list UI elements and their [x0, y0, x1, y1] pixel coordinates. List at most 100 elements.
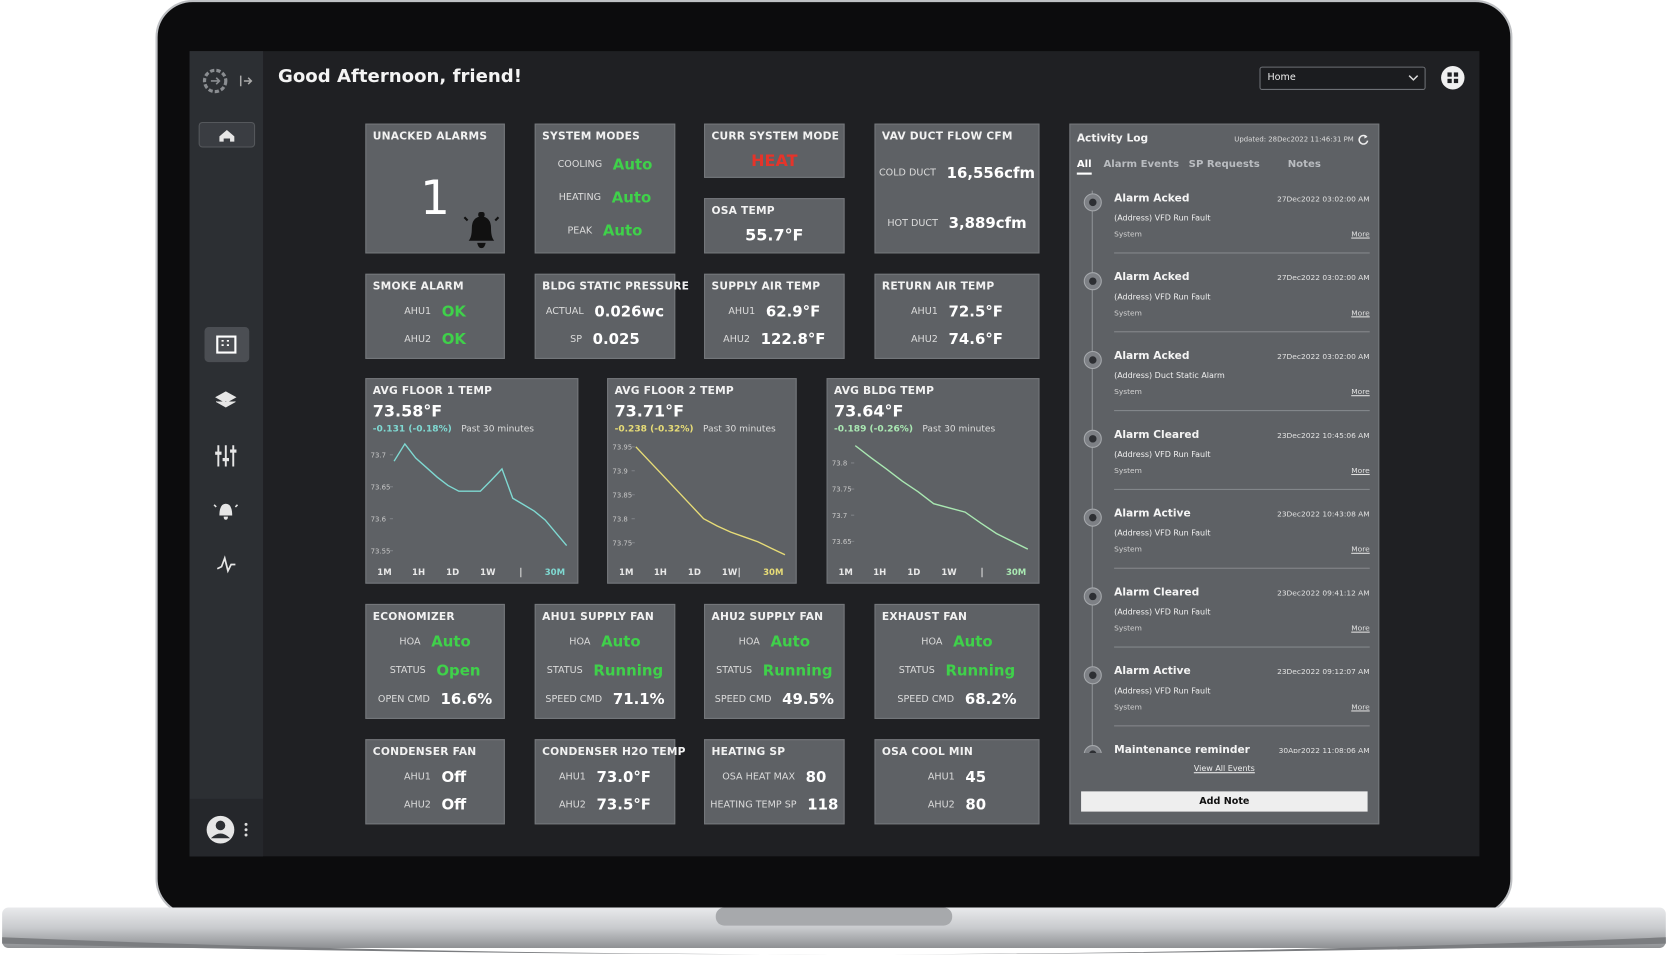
- event-icon: [1083, 745, 1102, 754]
- card-row: PEAK Auto: [568, 223, 643, 240]
- range-button[interactable]: 30M: [763, 568, 783, 578]
- chart-card: AVG FLOOR 2 TEMP 73.71°F -0.238 (-0.32%) Pa…: [607, 378, 797, 584]
- row-value: 73.5°F: [596, 796, 651, 814]
- timeline: [1091, 190, 1093, 754]
- event-dot-core: [1089, 513, 1097, 522]
- range-button[interactable]: 1H: [873, 568, 886, 578]
- card-row: AHU2 OK: [404, 331, 466, 348]
- log-tab[interactable]: SP Requests: [1188, 158, 1260, 171]
- card-rows: AHU1 OK AHU2 OK: [366, 298, 503, 353]
- event-detail: (Address) VFD Run Fault: [1114, 291, 1211, 302]
- event-separator: [1114, 725, 1370, 727]
- log-tab[interactable]: All: [1076, 159, 1092, 175]
- event-more[interactable]: More: [1351, 466, 1370, 476]
- event-more[interactable]: More: [1351, 387, 1370, 397]
- view-all-link[interactable]: View All Events: [1193, 763, 1255, 774]
- row-value: Auto: [612, 156, 653, 174]
- range-button[interactable]: 1D: [907, 568, 920, 578]
- card-row: SPEED CMD 68.2%: [897, 691, 1016, 708]
- event-dot-core: [1089, 356, 1097, 364]
- log-title: Activity Log: [1076, 133, 1149, 145]
- card-row: AHU1 45: [928, 769, 986, 786]
- range-button[interactable]: 1W: [941, 568, 957, 578]
- row-value: Off: [441, 769, 467, 787]
- row-label: HOA: [921, 637, 943, 648]
- row-value: Off: [441, 796, 467, 814]
- log-tab[interactable]: Notes: [1287, 158, 1321, 171]
- event: Alarm Active 23Dec2022 09:12:07 AM (Addres…: [1070, 666, 1378, 745]
- card-rows: OSA HEAT MAX 80 HEATING TEMP SP 118: [705, 764, 843, 819]
- row-label: COLD DUCT: [878, 167, 936, 179]
- y-tick-label: 73.8: [612, 515, 627, 523]
- event-detail: (Address) VFD Run Fault: [1114, 528, 1211, 538]
- status-card: HEATING SP OSA HEAT MAX 80 HEATING TEMP SP 1…: [704, 739, 845, 825]
- range-button[interactable]: 30M: [1006, 568, 1026, 578]
- event-more[interactable]: More: [1351, 545, 1370, 554]
- y-tick-label: 73.95: [612, 443, 632, 451]
- row-value: 49.5%: [782, 690, 834, 708]
- event-time: 27Dec2022 03:02:00 AM: [1277, 352, 1370, 362]
- card-row: AHU1 72.5°F: [911, 304, 1003, 321]
- card-row: OPEN CMD 16.6%: [378, 691, 492, 708]
- card-title: CONDENSER FAN: [372, 746, 477, 759]
- card-title: BLDG STATIC PRESSURE: [542, 281, 690, 293]
- row-label: HOA: [569, 637, 591, 648]
- card-value: 1: [420, 170, 451, 226]
- event-title: Maintenance reminder: [1114, 744, 1250, 754]
- range-button[interactable]: 1W: [480, 568, 496, 578]
- range-button[interactable]: 1M: [838, 568, 852, 578]
- card-rows: AHU1 62.9°F AHU2 122.8°F: [705, 298, 843, 353]
- status-card: AHU1 SUPPLY FAN HOA Auto STATUS Running SPEED…: [534, 603, 676, 719]
- range-button[interactable]: 1D: [446, 568, 459, 578]
- range-button[interactable]: 1W: [722, 568, 738, 578]
- event-separator: [1114, 488, 1370, 490]
- event-dot-core: [1089, 671, 1097, 680]
- card-title: AHU1 SUPPLY FAN: [542, 611, 654, 624]
- event-more[interactable]: More: [1351, 308, 1370, 318]
- range-button[interactable]: 1H: [654, 568, 667, 578]
- row-label: HOA: [738, 637, 760, 648]
- card-row: AHU1 73.0°F: [559, 769, 651, 786]
- event-more[interactable]: More: [1351, 702, 1370, 712]
- range-button[interactable]: 30M: [545, 568, 565, 578]
- row-label: ACTUAL: [545, 306, 584, 318]
- row-label: AHU2: [723, 334, 751, 346]
- event-title: Alarm Active: [1114, 665, 1191, 678]
- row-value: Auto: [953, 634, 993, 652]
- y-tick-label: 73.9: [612, 467, 627, 475]
- log-tab[interactable]: Alarm Events: [1103, 158, 1180, 171]
- card-row: OSA HEAT MAX 80: [722, 769, 826, 786]
- event-icon: [1083, 350, 1102, 370]
- row-value: 16,556cfm: [946, 164, 1036, 182]
- row-value: 62.9°F: [765, 303, 821, 321]
- event-dot-core: [1089, 198, 1097, 207]
- status-card: CONDENSER H2O TEMP AHU1 73.0°F AHU2 73.5°F: [534, 739, 685, 825]
- card-rows: COLD DUCT 16,556cfm HOT DUCT 3,889cfm: [876, 148, 1039, 248]
- range-button[interactable]: 1D: [688, 568, 701, 578]
- event-separator: [1114, 567, 1370, 569]
- event-icon: [1083, 666, 1102, 685]
- status-card: AHU2 SUPPLY FAN HOA Auto STATUS Running SPEED…: [704, 603, 845, 719]
- card-rows: HOA Auto STATUS Running SPEED CMD 68.2%: [876, 628, 1039, 713]
- card-row: ACTUAL 0.026wc: [546, 304, 664, 321]
- range-button[interactable]: 1M: [619, 568, 633, 578]
- event-dot-core: [1089, 750, 1097, 754]
- row-label: AHU2: [403, 799, 431, 811]
- event-more[interactable]: More: [1351, 230, 1370, 239]
- row-label: AHU2: [910, 334, 938, 346]
- event-more[interactable]: More: [1351, 624, 1370, 633]
- status-card: ECONOMIZER HOA Auto STATUS Open OPEN CMD 16.6%: [365, 603, 505, 719]
- add-note-button[interactable]: Add Note: [1081, 791, 1368, 812]
- row-label: COOLING: [557, 159, 603, 171]
- row-label: SP: [570, 334, 582, 346]
- card-row: HOA Auto: [569, 634, 640, 651]
- row-label: AHU2: [927, 799, 955, 811]
- location-select[interactable]: Home: [1267, 72, 1296, 84]
- range-button[interactable]: 1M: [377, 568, 391, 578]
- refresh-icon[interactable]: [1357, 133, 1370, 146]
- range-button[interactable]: 1H: [412, 568, 425, 578]
- row-value: OK: [441, 331, 466, 349]
- greeting: Good Afternoon, friend!: [277, 66, 522, 88]
- card-title: OSA COOL MIN: [881, 746, 974, 759]
